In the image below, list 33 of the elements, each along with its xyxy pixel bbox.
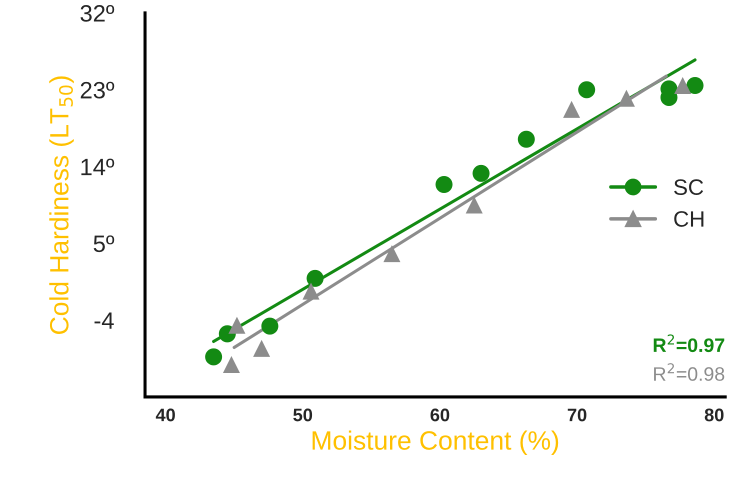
point <box>222 356 240 374</box>
legend-label: SC <box>674 179 704 196</box>
y-axis-title: Cold Hardiness (LT$_{50}$) <box>49 76 74 334</box>
x-axis-title: Moisture Content (%) <box>312 430 558 456</box>
point <box>261 318 278 335</box>
y-tick-label: 14º <box>81 158 114 176</box>
point <box>686 76 704 94</box>
point <box>578 81 596 98</box>
point <box>302 282 320 300</box>
point <box>436 176 453 193</box>
annotation: R$^{2}$=0.98 <box>654 363 724 381</box>
point <box>618 90 635 107</box>
point <box>563 100 580 118</box>
y-tick-label: 5º <box>94 235 114 252</box>
x-tick-label: 80 <box>704 408 724 422</box>
x-tick-label: 40 <box>156 408 175 422</box>
point <box>306 270 324 287</box>
point <box>472 164 490 182</box>
point <box>205 348 222 366</box>
point <box>228 316 246 334</box>
point <box>674 76 692 94</box>
point <box>466 196 483 214</box>
point <box>518 130 535 148</box>
point <box>253 340 270 357</box>
y-tick-label: 32º <box>80 5 114 22</box>
x-tick-label: 60 <box>430 408 450 422</box>
legend-label: CH <box>674 211 704 227</box>
x-tick-label: 70 <box>568 408 586 422</box>
y-tick-label: 23º <box>80 82 114 99</box>
annotation: R$^{2}$=0.97 <box>654 334 724 352</box>
x-tick-label: 50 <box>293 408 312 422</box>
y-tick-label: -4 <box>94 312 114 329</box>
point <box>383 245 400 262</box>
